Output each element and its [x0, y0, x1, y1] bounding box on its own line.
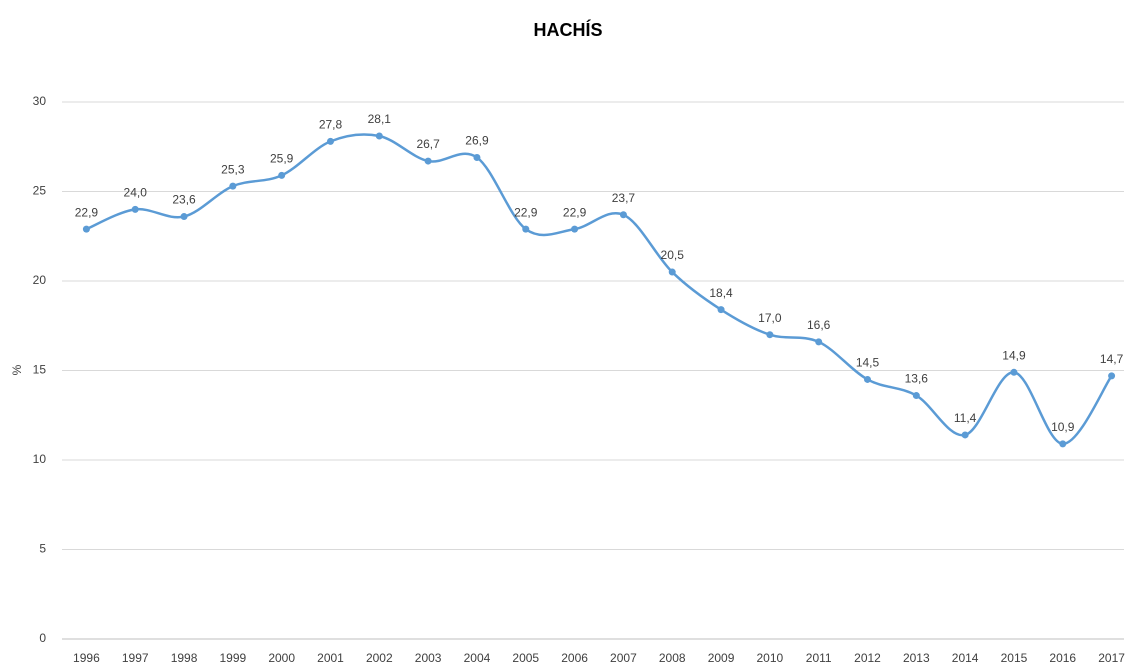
- data-label: 10,9: [1051, 420, 1075, 434]
- line: [85, 133, 1113, 446]
- data-label: 14,5: [856, 356, 880, 370]
- x-tick-label: 1998: [171, 651, 198, 665]
- marker: [522, 225, 530, 233]
- data-label: 22,9: [514, 205, 538, 219]
- marker: [1010, 368, 1018, 376]
- data-label: 17,0: [758, 311, 782, 325]
- y-tick-label: 15: [33, 363, 47, 377]
- x-tick-label: 2017: [1098, 651, 1125, 665]
- marker: [229, 182, 237, 190]
- data-label: 25,3: [221, 162, 245, 176]
- data-label: 14,7: [1100, 352, 1124, 366]
- marker: [1108, 372, 1116, 380]
- x-tick-label: 2007: [610, 651, 637, 665]
- marker: [815, 338, 823, 346]
- x-tick-label: 2005: [512, 651, 539, 665]
- data-label: 28,1: [368, 112, 392, 126]
- marker: [864, 375, 871, 383]
- marker: [424, 157, 432, 165]
- marker: [82, 225, 90, 233]
- x-tick-label: 2001: [317, 651, 344, 665]
- data-label: 22,9: [75, 205, 99, 219]
- data-label: 13,6: [905, 372, 929, 386]
- x-tick-label: 2015: [1001, 651, 1028, 665]
- marker: [375, 132, 383, 140]
- x-tick-label: 2006: [561, 651, 588, 665]
- data-label: 24,0: [124, 186, 148, 200]
- y-tick-label: 5: [39, 542, 46, 556]
- data-label: 23,7: [612, 191, 636, 205]
- marker: [912, 392, 920, 400]
- y-tick-label: 25: [33, 184, 47, 198]
- data-label: 23,6: [172, 193, 196, 207]
- y-tick-label: 30: [33, 94, 47, 108]
- y-tick-label: 20: [33, 273, 47, 287]
- x-tick-label: 2014: [952, 651, 979, 665]
- data-label: 16,6: [807, 318, 831, 332]
- x-tick-label: 2003: [415, 651, 442, 665]
- y-tick-label: 0: [39, 631, 46, 645]
- marker: [473, 153, 481, 161]
- x-tick-label: 2010: [757, 651, 784, 665]
- y-axis-label: %: [10, 364, 24, 375]
- marker: [717, 306, 725, 314]
- marker: [180, 213, 188, 221]
- marker: [327, 137, 334, 145]
- x-tick-label: 1997: [122, 651, 149, 665]
- data-label: 27,8: [319, 118, 343, 132]
- x-tick-label: 1999: [220, 651, 247, 665]
- y-tick-label: 10: [33, 452, 47, 466]
- marker: [766, 331, 774, 339]
- marker: [1059, 440, 1067, 448]
- x-tick-label: 2008: [659, 651, 686, 665]
- x-tick-label: 1996: [73, 651, 100, 665]
- marker: [131, 205, 139, 213]
- data-label: 26,9: [465, 134, 489, 148]
- data-label: 20,5: [661, 248, 685, 262]
- x-tick-label: 2011: [806, 651, 832, 665]
- marker: [961, 431, 969, 439]
- data-label: 14,9: [1002, 348, 1026, 362]
- x-tick-label: 2000: [268, 651, 295, 665]
- x-tick-label: 2004: [464, 651, 491, 665]
- x-tick-label: 2013: [903, 651, 930, 665]
- data-label: 26,7: [416, 137, 440, 151]
- x-tick-label: 2002: [366, 651, 393, 665]
- data-label: 11,4: [954, 411, 977, 425]
- data-label: 25,9: [270, 152, 294, 166]
- marker: [571, 225, 579, 233]
- x-tick-label: 2012: [854, 651, 881, 665]
- chart-title: HACHÍS: [533, 19, 602, 40]
- data-label: 22,9: [563, 205, 587, 219]
- x-tick-label: 2009: [708, 651, 735, 665]
- marker: [278, 171, 286, 179]
- data-label: 18,4: [709, 286, 733, 300]
- marker: [619, 211, 627, 219]
- marker: [668, 268, 676, 276]
- x-tick-label: 2016: [1049, 651, 1076, 665]
